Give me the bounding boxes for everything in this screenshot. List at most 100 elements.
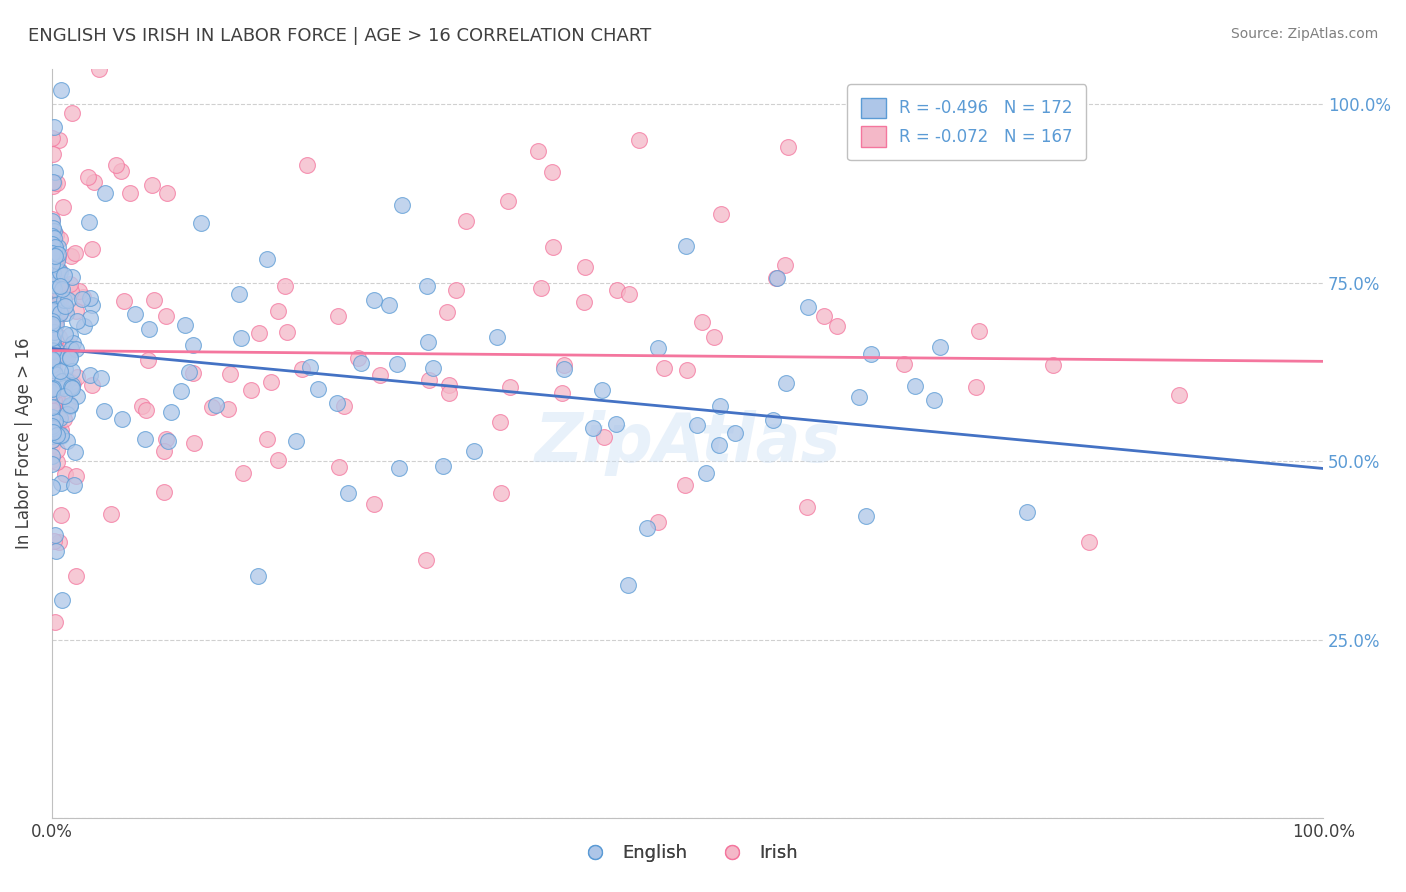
Irish	[77, 169, 100, 184]
Irish	[437, 386, 460, 401]
Irish	[219, 367, 242, 381]
English	[41, 249, 63, 263]
English	[41, 237, 63, 252]
English	[337, 485, 360, 500]
Irish	[690, 315, 713, 329]
Irish	[41, 311, 63, 326]
English	[859, 347, 882, 361]
Irish	[247, 326, 270, 340]
Irish	[42, 396, 65, 410]
Irish	[274, 279, 297, 293]
Irish	[41, 426, 63, 441]
Irish	[110, 163, 132, 178]
Irish	[41, 376, 63, 390]
Irish	[41, 362, 63, 376]
English	[48, 264, 70, 278]
Text: ZipAtlas: ZipAtlas	[534, 410, 841, 476]
English	[66, 314, 89, 328]
English	[418, 335, 440, 350]
Irish	[46, 455, 69, 469]
Irish	[44, 334, 66, 348]
Irish	[676, 363, 699, 377]
English	[41, 343, 63, 358]
Irish	[118, 186, 141, 200]
English	[42, 282, 65, 296]
English	[591, 383, 613, 397]
Irish	[45, 227, 67, 242]
English	[177, 365, 200, 379]
Irish	[45, 392, 67, 406]
Irish	[41, 403, 63, 417]
English	[41, 335, 63, 350]
English	[49, 279, 72, 293]
English	[617, 578, 640, 592]
English	[724, 426, 747, 441]
English	[44, 240, 66, 254]
Text: ENGLISH VS IRISH IN LABOR FORCE | AGE > 16 CORRELATION CHART: ENGLISH VS IRISH IN LABOR FORCE | AGE > …	[28, 27, 651, 45]
Irish	[83, 176, 105, 190]
Irish	[41, 388, 63, 402]
English	[46, 247, 69, 261]
Irish	[776, 140, 799, 154]
Irish	[49, 232, 72, 246]
Irish	[46, 299, 69, 313]
English	[256, 252, 278, 266]
Irish	[59, 339, 82, 353]
Irish	[55, 347, 77, 361]
English	[79, 368, 101, 383]
English	[72, 292, 94, 306]
English	[49, 476, 72, 491]
English	[59, 350, 82, 364]
English	[41, 428, 63, 442]
Irish	[181, 366, 204, 380]
English	[42, 332, 65, 346]
English	[904, 379, 927, 393]
English	[51, 374, 73, 388]
English	[138, 321, 160, 335]
Irish	[627, 133, 650, 147]
English	[42, 302, 65, 317]
English	[79, 215, 101, 229]
English	[246, 568, 269, 582]
Legend: English, Irish: English, Irish	[569, 837, 806, 870]
English	[41, 331, 63, 345]
Irish	[439, 377, 461, 392]
English	[55, 306, 77, 320]
English	[49, 265, 72, 279]
Irish	[44, 347, 66, 361]
English	[59, 342, 82, 356]
Irish	[827, 318, 849, 333]
Irish	[80, 242, 103, 256]
Irish	[415, 553, 437, 567]
Irish	[593, 429, 616, 443]
English	[41, 419, 63, 434]
Irish	[965, 379, 987, 393]
Irish	[46, 393, 69, 408]
English	[388, 460, 411, 475]
Irish	[153, 443, 176, 458]
English	[42, 278, 65, 293]
Irish	[48, 330, 70, 344]
English	[42, 230, 65, 244]
English	[53, 388, 76, 402]
Irish	[240, 383, 263, 397]
Irish	[232, 467, 254, 481]
Irish	[217, 402, 239, 417]
Irish	[45, 307, 67, 321]
English	[928, 340, 950, 354]
English	[93, 186, 115, 200]
English	[41, 343, 63, 358]
English	[56, 293, 79, 307]
English	[41, 243, 63, 257]
Irish	[703, 330, 725, 344]
English	[79, 310, 101, 325]
Irish	[48, 535, 70, 549]
Irish	[42, 176, 65, 190]
English	[190, 216, 212, 230]
English	[60, 364, 83, 378]
English	[66, 389, 89, 403]
English	[775, 376, 797, 390]
Irish	[541, 165, 564, 179]
English	[695, 466, 717, 480]
English	[62, 381, 84, 395]
